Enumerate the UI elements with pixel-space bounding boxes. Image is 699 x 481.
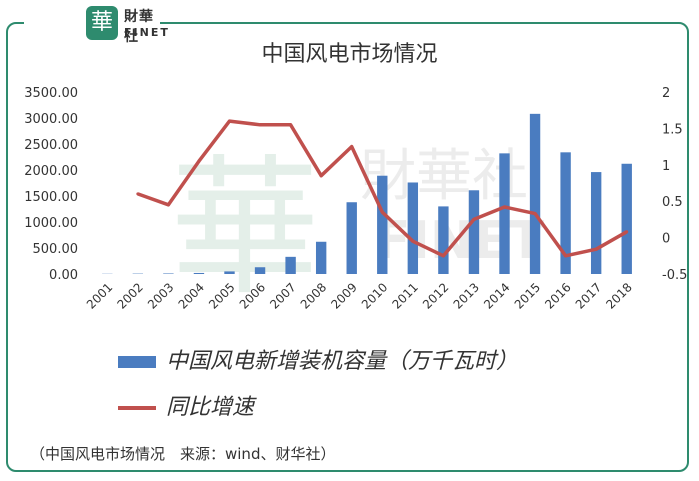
legend-item-bar: 中国风电新增装机容量（万千瓦时） bbox=[118, 343, 518, 375]
line-point-2012 bbox=[441, 254, 445, 258]
x-tick-label: 2012 bbox=[420, 280, 451, 311]
bar-2006 bbox=[254, 267, 266, 274]
line-point-2015 bbox=[533, 212, 537, 216]
y-right-tick-label: 1.5 bbox=[662, 122, 683, 137]
legend-item-line: 同比增速 bbox=[118, 389, 254, 421]
x-tick-label: 2017 bbox=[573, 280, 604, 311]
line-point-2016 bbox=[564, 254, 568, 258]
y-left-tick-label: 3500.00 bbox=[24, 86, 78, 101]
line-point-2013 bbox=[472, 217, 476, 221]
x-tick-label: 2010 bbox=[359, 280, 390, 311]
y-left-tick-label: 3000.00 bbox=[24, 112, 78, 127]
bar-2007 bbox=[285, 256, 296, 274]
x-tick-label: 2009 bbox=[328, 280, 359, 311]
bar-2011 bbox=[407, 182, 419, 274]
bar-2013 bbox=[468, 190, 480, 274]
bar-2017 bbox=[590, 172, 602, 274]
legend-swatch-line bbox=[118, 406, 156, 410]
line-point-2014 bbox=[503, 205, 506, 209]
x-tick-label: 2016 bbox=[542, 280, 573, 311]
y-right-tick-label: -0.5 bbox=[662, 268, 687, 283]
line-point-2004 bbox=[197, 159, 201, 163]
bar-2015 bbox=[529, 113, 541, 274]
brand-logo: 華 財華社 FINET bbox=[24, 2, 168, 45]
watermark-text-en: FINET bbox=[375, 211, 545, 271]
x-tick-label: 2018 bbox=[603, 280, 634, 311]
line-point-2017 bbox=[594, 247, 598, 251]
line-point-2002 bbox=[136, 192, 140, 196]
bar-2004 bbox=[193, 272, 205, 274]
chart-frame bbox=[6, 22, 689, 472]
chart-title: 中国风电市场情况 bbox=[261, 42, 438, 67]
y-left-tick-label: 2500.00 bbox=[24, 138, 78, 153]
source-note: （中国风电市场情况 来源：wind、财华社） bbox=[30, 445, 336, 463]
y-right-tick-label: 0.5 bbox=[662, 195, 683, 210]
bar-2008 bbox=[315, 241, 327, 274]
bar-2016 bbox=[560, 152, 571, 274]
legend-swatch-bar bbox=[118, 356, 156, 368]
bar-2005 bbox=[224, 271, 235, 274]
line-point-2009 bbox=[350, 145, 354, 149]
logo-seal-icon: 華 bbox=[86, 6, 118, 40]
y-left-tick-label: 1000.00 bbox=[24, 216, 78, 231]
line-point-2010 bbox=[380, 210, 384, 214]
line-point-2007 bbox=[289, 123, 293, 127]
y-right-tick-label: 0 bbox=[662, 232, 670, 247]
line-point-2006 bbox=[258, 123, 262, 127]
x-tick-label: 2001 bbox=[84, 280, 115, 311]
y-left-tick-label: 0.00 bbox=[49, 268, 78, 283]
bar-2014 bbox=[499, 153, 510, 274]
y-right-tick-label: 2 bbox=[662, 86, 670, 101]
line-point-2008 bbox=[319, 174, 323, 178]
brand-name-cn: 財華社 bbox=[124, 9, 154, 45]
line-point-2011 bbox=[411, 239, 415, 243]
brand-name-en: FINET bbox=[124, 26, 170, 39]
x-tick-label: 2014 bbox=[481, 280, 512, 311]
legend-label-bar: 中国风电新增装机容量（万千瓦时） bbox=[166, 349, 519, 374]
legend-label-line: 同比增速 bbox=[166, 395, 255, 420]
x-tick-label: 2015 bbox=[512, 280, 543, 311]
y-right-tick-label: 1 bbox=[662, 159, 670, 174]
line-point-2018 bbox=[625, 230, 629, 234]
y-left-tick-label: 1500.00 bbox=[24, 190, 78, 205]
x-tick-label: 2011 bbox=[389, 280, 420, 311]
bar-2012 bbox=[438, 206, 449, 274]
bar-2003 bbox=[163, 273, 174, 274]
x-tick-label: 2013 bbox=[451, 280, 482, 311]
line-point-2005 bbox=[228, 119, 231, 123]
y-left-tick-label: 2000.00 bbox=[24, 164, 78, 179]
bar-2010 bbox=[377, 175, 388, 274]
line-point-2003 bbox=[166, 203, 170, 207]
watermark-char: 華 bbox=[170, 142, 320, 316]
x-tick-label: 2002 bbox=[114, 280, 145, 311]
y-left-tick-label: 500.00 bbox=[33, 242, 79, 257]
bar-2009 bbox=[346, 202, 357, 274]
bar-2018 bbox=[621, 163, 632, 274]
